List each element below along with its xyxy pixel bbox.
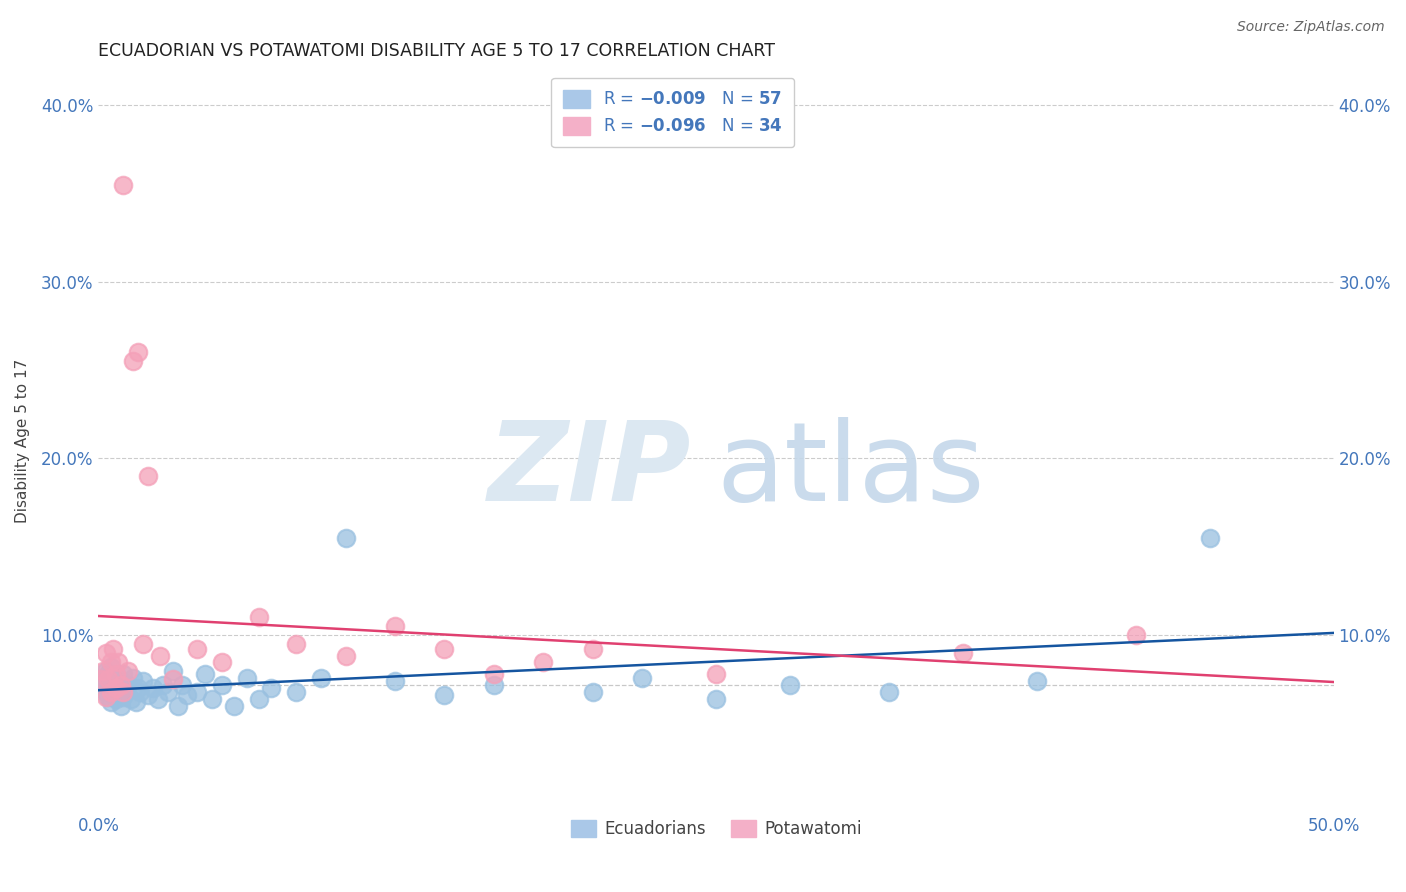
Point <box>285 684 308 698</box>
Point <box>103 671 125 685</box>
Point <box>482 678 505 692</box>
Point <box>100 684 122 698</box>
Point <box>211 655 233 669</box>
Point <box>166 698 188 713</box>
Point <box>112 690 135 704</box>
Point <box>107 678 129 692</box>
Point <box>97 673 120 687</box>
Point <box>120 691 142 706</box>
Point <box>132 674 155 689</box>
Point <box>97 667 120 681</box>
Point <box>127 345 149 359</box>
Point <box>779 678 801 692</box>
Point <box>176 688 198 702</box>
Point <box>156 684 179 698</box>
Point <box>94 684 117 698</box>
Point <box>247 691 270 706</box>
Point <box>247 610 270 624</box>
Point <box>149 649 172 664</box>
Point <box>110 678 132 692</box>
Point <box>952 646 974 660</box>
Point <box>103 684 125 698</box>
Point <box>172 678 194 692</box>
Point <box>162 673 184 687</box>
Point <box>124 695 146 709</box>
Point <box>112 667 135 681</box>
Point <box>384 619 406 633</box>
Text: ZIP: ZIP <box>488 417 692 524</box>
Point <box>581 642 603 657</box>
Point <box>186 642 208 657</box>
Legend: Ecuadorians, Potawatomi: Ecuadorians, Potawatomi <box>564 813 868 845</box>
Point <box>581 684 603 698</box>
Point <box>100 681 122 695</box>
Point <box>100 695 122 709</box>
Text: atlas: atlas <box>716 417 984 524</box>
Point <box>94 690 117 704</box>
Point <box>93 678 115 692</box>
Point <box>107 655 129 669</box>
Point <box>384 674 406 689</box>
Point <box>97 690 120 704</box>
Point <box>90 673 112 687</box>
Point <box>122 671 145 685</box>
Point <box>194 667 217 681</box>
Point <box>631 671 654 685</box>
Point <box>704 691 727 706</box>
Point <box>142 681 165 695</box>
Text: Source: ZipAtlas.com: Source: ZipAtlas.com <box>1237 20 1385 34</box>
Point <box>104 691 127 706</box>
Point <box>704 667 727 681</box>
Point <box>103 642 125 657</box>
Point <box>211 678 233 692</box>
Point <box>94 646 117 660</box>
Point <box>112 178 135 192</box>
Text: ECUADORIAN VS POTAWATOMI DISABILITY AGE 5 TO 17 CORRELATION CHART: ECUADORIAN VS POTAWATOMI DISABILITY AGE … <box>98 42 776 60</box>
Point <box>114 684 136 698</box>
Point <box>162 664 184 678</box>
Point <box>1026 674 1049 689</box>
Point <box>260 681 283 695</box>
Point <box>107 688 129 702</box>
Point <box>224 698 246 713</box>
Point <box>129 684 152 698</box>
Point <box>285 637 308 651</box>
Point <box>110 674 132 689</box>
Point <box>117 664 139 678</box>
Point <box>186 684 208 698</box>
Point <box>433 688 456 702</box>
Point <box>877 684 900 698</box>
Point <box>132 637 155 651</box>
Point <box>117 678 139 692</box>
Point <box>100 660 122 674</box>
Point <box>90 673 112 687</box>
Point <box>235 671 257 685</box>
Point <box>1199 531 1222 545</box>
Point <box>309 671 332 685</box>
Y-axis label: Disability Age 5 to 17: Disability Age 5 to 17 <box>15 359 30 523</box>
Point <box>136 688 159 702</box>
Point <box>482 667 505 681</box>
Point <box>201 691 224 706</box>
Point <box>152 678 174 692</box>
Point <box>104 681 127 695</box>
Point <box>531 655 554 669</box>
Point <box>146 691 169 706</box>
Point <box>136 469 159 483</box>
Point <box>104 667 127 681</box>
Point <box>112 684 135 698</box>
Point <box>110 698 132 713</box>
Point <box>335 649 357 664</box>
Point <box>93 664 115 678</box>
Point <box>104 667 127 681</box>
Point <box>122 354 145 368</box>
Point <box>433 642 456 657</box>
Point <box>335 531 357 545</box>
Point <box>100 655 122 669</box>
Point <box>1125 628 1147 642</box>
Point <box>127 681 149 695</box>
Point <box>94 664 117 678</box>
